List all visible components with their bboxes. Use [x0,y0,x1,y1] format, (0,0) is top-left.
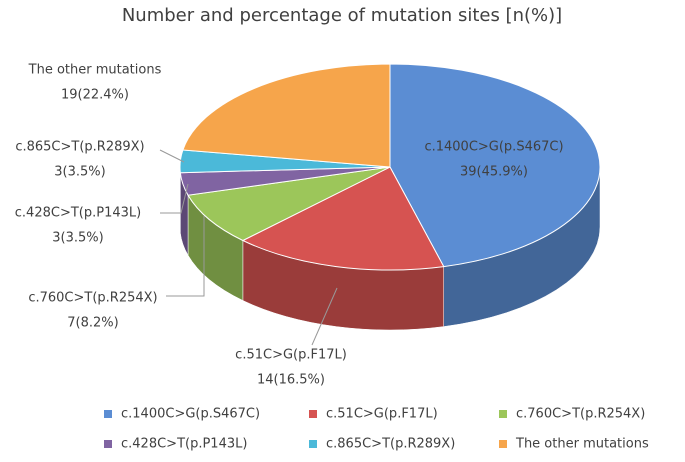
legend-swatch [499,410,507,418]
legend-swatch [499,440,507,448]
legend-swatch [104,410,112,418]
legend-label: c.865C>T(p.R289X) [326,437,455,452]
data-label-name: c.51C>G(p.F17L) [235,348,347,363]
data-label-value: 3(3.5%) [54,165,105,180]
chart-title: Number and percentage of mutation sites … [122,5,562,26]
data-label-value: 3(3.5%) [52,231,103,246]
data-label-name: c.865C>T(p.R289X) [15,140,144,155]
data-label-value: 7(8.2%) [67,316,118,331]
legend-swatch [104,440,112,448]
leader-line [160,150,184,162]
legend-swatch [309,440,317,448]
data-label-value: 14(16.5%) [257,373,325,388]
data-label-name: c.1400C>G(p.S467C) [424,140,563,155]
legend-label: The other mutations [515,437,649,452]
legend-label: c.1400C>G(p.S467C) [121,407,260,422]
data-label-name: c.760C>T(p.R254X) [28,291,157,306]
legend-swatch [309,410,317,418]
legend-label: c.428C>T(p.P143L) [121,437,247,452]
legend-label: c.760C>T(p.R254X) [516,407,645,422]
data-label-name: c.428C>T(p.P143L) [15,206,141,221]
data-label-value: 39(45.9%) [460,165,528,180]
slice [183,64,390,167]
data-label-name: The other mutations [28,63,162,78]
legend-label: c.51C>G(p.F17L) [326,407,438,422]
data-label-value: 19(22.4%) [61,88,129,103]
